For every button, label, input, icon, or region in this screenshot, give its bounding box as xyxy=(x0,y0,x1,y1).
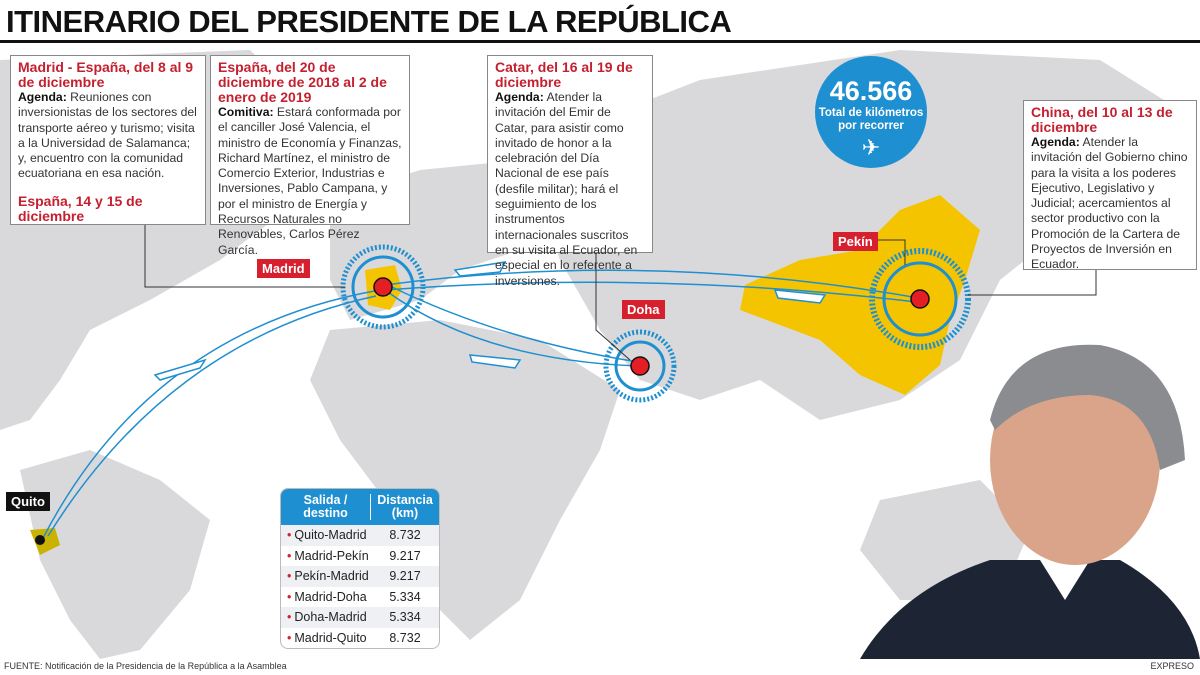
agenda-label: Agenda: xyxy=(1031,135,1080,149)
city-label-pekin: Pekín xyxy=(833,232,878,251)
header-distance: Distancia (km) xyxy=(377,493,433,520)
table-row: Madrid-Quito 8.732 xyxy=(281,628,439,649)
catar-heading: Catar, del 16 al 19 de diciembre xyxy=(495,59,633,90)
distance-cell: 9.217 xyxy=(389,548,421,563)
madrid-info-box: Madrid - España, del 8 al 9 de diciembre… xyxy=(10,55,206,225)
china-info-box: China, del 10 al 13 de diciembre Agenda:… xyxy=(1023,100,1197,272)
route-cell: Madrid-Quito xyxy=(281,631,371,645)
portrait xyxy=(860,344,1200,659)
south-america xyxy=(20,450,210,659)
agenda-label: Agenda: xyxy=(18,90,67,104)
distance-cell: 8.732 xyxy=(389,630,421,645)
catar-text: Atender la invitación del Emir de Catar,… xyxy=(495,90,638,288)
distance-table: Salida / destino Distancia (km) Quito-Ma… xyxy=(280,488,440,649)
china-text: Atender la invitación del Gobierno chino… xyxy=(1031,135,1188,272)
targets xyxy=(35,244,971,545)
madrid-text: Reuniones con inversionistas de los sect… xyxy=(18,90,197,181)
route-cell: Doha-Madrid xyxy=(281,610,371,624)
leader-lines xyxy=(144,225,1097,361)
pekin-target xyxy=(869,248,971,350)
distance-cell: 8.732 xyxy=(389,528,421,543)
doha-target xyxy=(603,329,677,403)
table-header: Salida / destino Distancia (km) xyxy=(281,489,439,525)
page-title: ITINERARIO DEL PRESIDENTE DE LA REPÚBLIC… xyxy=(6,4,732,39)
route-cell: Pekín-Madrid xyxy=(281,569,371,583)
source-note: FUENTE: Notificación de la Presidencia d… xyxy=(4,661,287,671)
comitiva-heading: España, del 20 de diciembre de 2018 al 2… xyxy=(218,59,387,105)
table-row: Madrid-Pekín 9.217 xyxy=(281,546,439,567)
total-km-value: 46.566 xyxy=(829,76,913,106)
madrid-heading: Madrid - España, del 8 al 9 de diciembre xyxy=(18,59,194,90)
route-cell: Madrid-Doha xyxy=(281,590,371,604)
total-km-text: Total de kilómetros por recorrer xyxy=(818,107,924,132)
table-row: Quito-Madrid 8.732 xyxy=(281,525,439,546)
city-label-madrid: Madrid xyxy=(257,259,310,278)
distance-cell: 9.217 xyxy=(389,569,421,584)
airplane-icons xyxy=(153,261,827,381)
comitiva-label: Comitiva: xyxy=(218,105,274,119)
comitiva-info-box: España, del 20 de diciembre de 2018 al 2… xyxy=(210,55,410,257)
spain-dates-heading: España, 14 y 15 de diciembre xyxy=(18,192,143,224)
city-label-doha: Doha xyxy=(622,300,665,319)
header-route: Salida / destino xyxy=(281,494,371,520)
distance-cell: 5.334 xyxy=(389,589,421,604)
route-cell: Quito-Madrid xyxy=(281,528,371,542)
catar-info-box: Catar, del 16 al 19 de diciembre Agenda:… xyxy=(487,55,653,288)
table-row: Pekín-Madrid 9.217 xyxy=(281,566,439,587)
airplane-icon: ✈ xyxy=(861,135,881,160)
title-rule xyxy=(0,40,1200,43)
comitiva-text: Estará conformada por el canciller José … xyxy=(218,105,402,257)
brand-credit: EXPRESO xyxy=(1150,661,1194,671)
china xyxy=(740,195,980,395)
quito-target xyxy=(35,535,45,545)
distance-cell: 5.334 xyxy=(389,610,421,625)
total-km-badge: 46.566 Total de kilómetros por recorrer … xyxy=(815,56,927,168)
table-row: Madrid-Doha 5.334 xyxy=(281,587,439,608)
city-label-quito: Quito xyxy=(6,492,50,511)
route-cell: Madrid-Pekín xyxy=(281,549,371,563)
china-heading: China, del 10 al 13 de diciembre xyxy=(1031,104,1173,135)
africa xyxy=(310,320,620,640)
ecuador xyxy=(30,528,60,555)
agenda-label: Agenda: xyxy=(495,90,544,104)
table-row: Doha-Madrid 5.334 xyxy=(281,607,439,628)
